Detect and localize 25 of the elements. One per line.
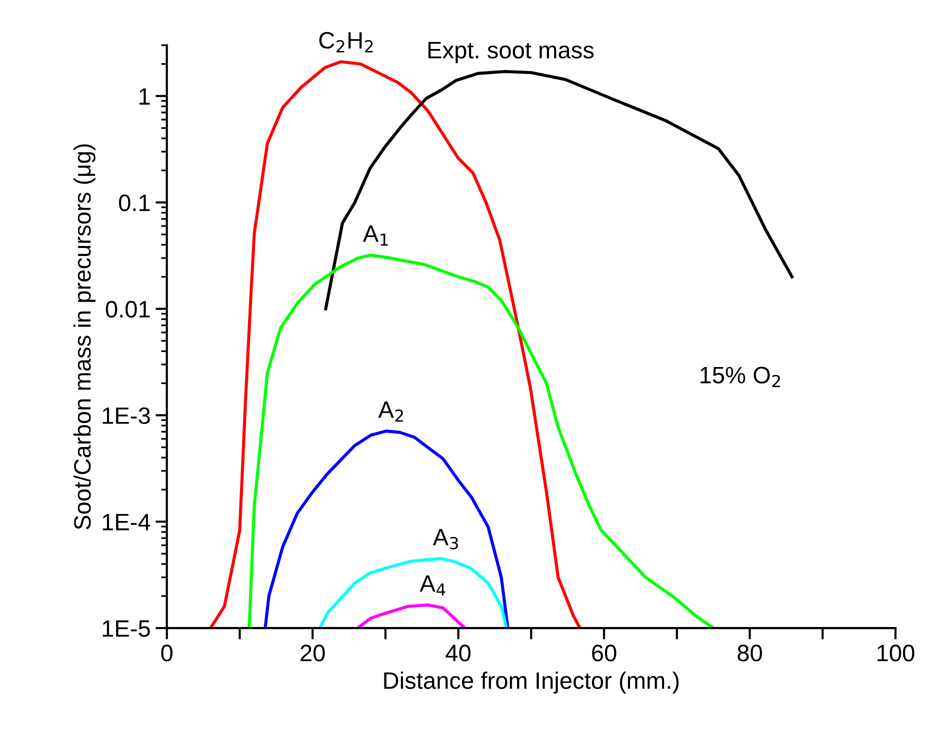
- x-tick-label: 40: [446, 644, 471, 662]
- series-label: A$_{2}$: [378, 402, 403, 422]
- x-tick-label: 80: [738, 644, 762, 662]
- y-tick-label: 1E-4: [102, 514, 150, 530]
- x-tick-label: 60: [592, 644, 616, 662]
- x-tick-label: 20: [300, 644, 325, 662]
- line-series: [356, 603, 466, 628]
- series-label: C$_{2}$H$_{2}$: [319, 32, 373, 52]
- series-label: A$_{1}$: [362, 226, 388, 246]
- annotation: 15% O$_{2}$: [700, 366, 780, 388]
- series-label: A$_{4}$: [420, 575, 446, 596]
- y-tick-label: 0.1: [118, 194, 150, 212]
- x-axis-title: Distance from Injector (mm.): [384, 672, 679, 694]
- line-series: [318, 557, 508, 628]
- y-tick-label: 1E-3: [102, 407, 150, 424]
- y-tick-label: 1: [140, 88, 150, 105]
- x-tick-label: 0: [161, 644, 173, 662]
- series-label: Expt. soot mass: [428, 42, 594, 64]
- y-tick-label: 0.01: [106, 300, 150, 318]
- y-axis-title: Soot/Carbon mass in precursors (μg): [73, 144, 96, 530]
- line-series: [324, 70, 794, 310]
- line-series: [264, 430, 510, 628]
- y-tick-label: 1E-5: [102, 620, 150, 637]
- series-label: A$_{3}$: [432, 529, 458, 550]
- x-tick-label: 100: [878, 644, 914, 662]
